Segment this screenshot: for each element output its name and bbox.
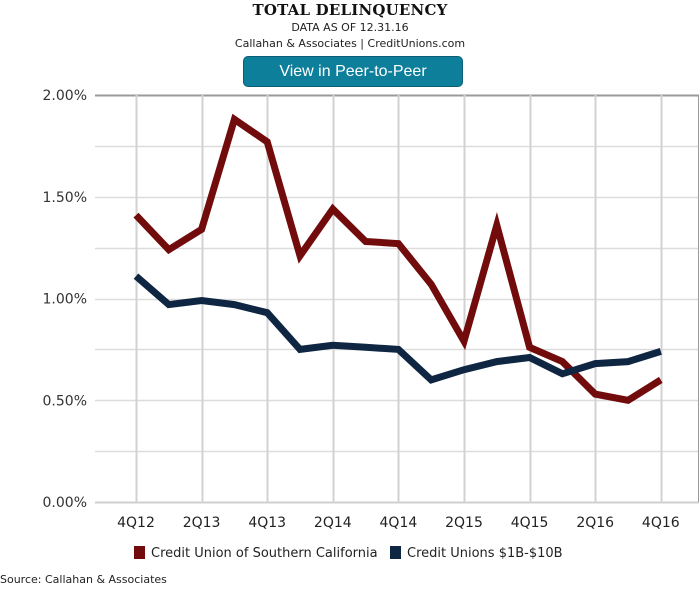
grid-lines	[95, 94, 699, 504]
x-tick-label: 4Q16	[642, 515, 680, 531]
legend-label-cusc: Credit Union of Southern California	[151, 546, 378, 561]
x-tick-label: 2Q15	[445, 515, 483, 531]
y-axis: 0.00% 0.50% 1.00% 1.50% 2.00%	[43, 88, 87, 511]
x-tick-label: 4Q15	[511, 515, 549, 531]
series-lines	[133, 113, 663, 404]
legend-swatch-cusc	[134, 546, 145, 559]
y-tick-label: 1.50%	[43, 190, 87, 206]
x-axis: 4Q12 2Q13 4Q13 2Q14 4Q14 2Q15 4Q15 2Q16 4Q16	[117, 515, 680, 531]
y-tick-label: 1.00%	[43, 292, 87, 308]
series-line-peer	[133, 273, 662, 384]
legend-swatch-peer	[390, 546, 401, 559]
x-tick-label: 2Q13	[183, 515, 221, 531]
chart-title: TOTAL DELINQUENCY	[252, 1, 448, 19]
x-tick-label: 2Q14	[314, 515, 352, 531]
attribution: Callahan & Associates | CreditUnions.com	[234, 37, 466, 50]
view-in-peer-to-peer-button[interactable]: View in Peer-to-Peer	[243, 56, 463, 87]
x-tick-label: 4Q14	[380, 515, 418, 531]
data-date: DATA AS OF 12.31.16	[291, 21, 409, 34]
legend-item-peer: Credit Unions $1B-$10B	[390, 546, 563, 564]
legend-label-peer: Credit Unions $1B-$10B	[407, 546, 563, 561]
line-chart: 0.00% 0.50% 1.00% 1.50% 2.00% 4Q12 2Q13 4Q13 2Q…	[43, 88, 699, 531]
source-note: Source: Callahan & Associates	[0, 573, 167, 586]
y-tick-label: 0.50%	[43, 393, 87, 409]
y-tick-label: 0.00%	[43, 495, 87, 511]
x-tick-label: 2Q16	[576, 515, 614, 531]
y-tick-label: 2.00%	[43, 88, 87, 104]
x-tick-label: 4Q13	[248, 515, 286, 531]
legend-item-cusc: Credit Union of Southern California	[134, 546, 378, 564]
x-tick-label: 4Q12	[117, 515, 155, 531]
